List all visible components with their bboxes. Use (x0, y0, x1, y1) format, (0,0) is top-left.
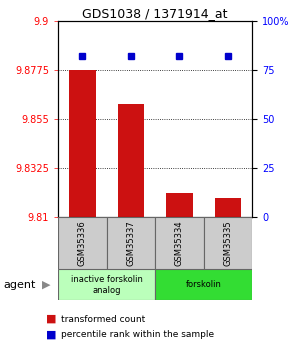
Bar (155, 269, 252, 300)
Text: ■: ■ (46, 330, 57, 339)
Text: inactive forskolin
analog: inactive forskolin analog (71, 275, 142, 295)
Bar (204, 217, 252, 269)
Title: GDS1038 / 1371914_at: GDS1038 / 1371914_at (82, 7, 228, 20)
Bar (58, 269, 155, 300)
Bar (215, 198, 241, 217)
Bar (117, 104, 144, 217)
Text: forskolin: forskolin (186, 280, 222, 289)
Text: ■: ■ (46, 314, 57, 324)
Bar (58, 217, 106, 269)
Text: transformed count: transformed count (61, 315, 145, 324)
Bar (166, 193, 193, 217)
Bar (155, 217, 204, 269)
Text: percentile rank within the sample: percentile rank within the sample (61, 330, 214, 339)
Text: agent: agent (3, 280, 35, 289)
Bar (106, 217, 155, 269)
Text: GSM35335: GSM35335 (224, 220, 233, 266)
Text: GSM35337: GSM35337 (126, 220, 135, 266)
Text: GSM35336: GSM35336 (78, 220, 87, 266)
Text: ▶: ▶ (42, 280, 50, 289)
Bar (69, 70, 96, 217)
Text: GSM35334: GSM35334 (175, 220, 184, 266)
